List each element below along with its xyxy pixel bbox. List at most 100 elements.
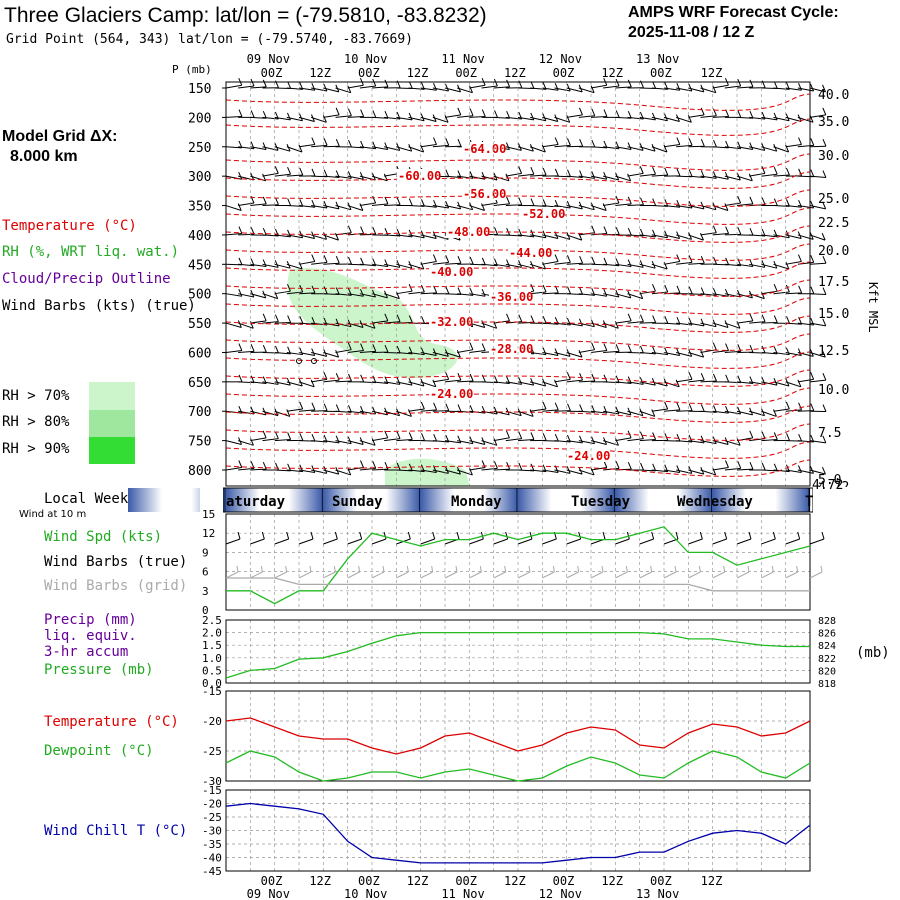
wind-spd-label: Wind Spd (kts) — [44, 529, 163, 545]
wind-barb — [651, 351, 668, 356]
wind-barb-flag — [274, 260, 279, 268]
wind-barb-grid — [590, 571, 604, 579]
wind-barb — [566, 114, 583, 118]
wind-barb — [505, 204, 522, 207]
wind-barb — [481, 175, 498, 181]
wind-barb-flag — [591, 436, 595, 444]
wind-barb — [663, 234, 680, 240]
wind-barb — [432, 144, 449, 148]
height-kft-label: 35.0 — [818, 115, 849, 130]
wind-barb-flag — [287, 463, 292, 472]
wind-barb — [809, 145, 827, 148]
wind-barb — [603, 202, 620, 207]
wind-barb — [384, 293, 400, 300]
wind-barb-flag — [822, 372, 827, 381]
wind-barb — [517, 234, 534, 238]
weekday-label: T — [805, 494, 813, 510]
time-tick-bottom: 00Z — [261, 874, 283, 888]
wind-barb — [286, 469, 303, 473]
wind-barb-flag — [262, 79, 267, 88]
time-tick-top: 12Z — [504, 66, 526, 80]
wind-barb-flag — [566, 466, 571, 474]
wind-barb — [773, 146, 789, 153]
wind-barb — [590, 350, 607, 353]
height-kft-label: 20.0 — [818, 244, 849, 259]
wind-barb-true — [456, 531, 460, 540]
wind-barb — [408, 381, 425, 387]
wind-barb-flag — [603, 109, 608, 117]
wind-barb-true — [250, 538, 265, 545]
wind-barb — [639, 469, 656, 472]
wind-barb — [420, 144, 437, 148]
wind-barb-flag — [262, 430, 267, 439]
wind-barb — [469, 116, 486, 118]
wind-barb-flag — [822, 318, 827, 327]
wind-barb — [505, 172, 522, 177]
wind-barb-flag — [518, 314, 523, 322]
wind-barb — [457, 87, 473, 94]
wind-barb — [250, 410, 267, 416]
wind-barb-flag — [445, 255, 450, 263]
wind-barb-flag — [785, 113, 790, 121]
wind-barb-flag — [591, 139, 596, 148]
wind-barb — [493, 263, 510, 268]
wind-barb-flag — [614, 321, 619, 329]
wind-barb — [615, 175, 631, 182]
wind-barb — [590, 84, 607, 89]
wind-barb-grid — [723, 565, 726, 573]
wind-barb — [688, 175, 705, 179]
wind-barb-flag — [688, 169, 693, 177]
wind-barb — [384, 146, 400, 151]
wind-barb-flag — [287, 198, 292, 206]
wind-barb — [761, 439, 778, 442]
wind-barb — [663, 116, 680, 123]
wind-barb — [274, 351, 291, 355]
wind-barb-flag — [311, 254, 316, 262]
wind-barb-flag — [506, 313, 510, 322]
wind-barb — [384, 381, 401, 385]
wind-barb — [688, 379, 705, 383]
wind-barb — [761, 263, 777, 269]
wind-barb-flag — [493, 438, 498, 446]
wind-barb — [590, 146, 607, 149]
wind-barb — [469, 84, 486, 89]
wind-barb — [323, 262, 340, 265]
wind-barb-flag — [323, 403, 328, 411]
wind-barb — [225, 146, 242, 149]
wind-barb-flag — [298, 261, 303, 270]
wind-barb-true — [371, 538, 387, 545]
pressure-tick-label: 300 — [188, 170, 211, 185]
wind-barb-flag — [651, 409, 656, 417]
wind-barb-flag — [724, 172, 729, 180]
wind-barb-flag — [481, 109, 486, 117]
wind-barb — [311, 261, 328, 265]
wind-barb-flag — [311, 465, 316, 473]
wind-barb — [663, 351, 680, 357]
wind-barb — [809, 262, 826, 265]
weekday-band — [712, 488, 810, 512]
wind-barb — [225, 440, 242, 445]
wind-barb — [262, 234, 279, 237]
wind-barb-flag — [566, 255, 571, 263]
wind-barb — [347, 146, 364, 149]
wind-barb — [590, 233, 607, 236]
wind-barb-flag — [530, 315, 535, 323]
wind-barb-flag — [237, 203, 242, 211]
wind-barb-flag — [372, 195, 377, 204]
wind-barb-flag — [396, 462, 401, 471]
wind-frame — [225, 513, 811, 611]
wind-barb-flag — [468, 467, 473, 476]
wind-barb-flag — [736, 321, 741, 329]
wind-barb-flag — [579, 255, 584, 264]
wind-barb — [688, 87, 704, 93]
wind-barb — [530, 351, 547, 356]
temperature-label-bg — [397, 169, 439, 182]
wind-barb-flag — [445, 286, 450, 294]
wind-barb-flag — [250, 344, 255, 352]
wind-barb-flag — [603, 172, 608, 180]
wind-barb — [627, 172, 644, 177]
height-kft-label: 25.0 — [818, 192, 849, 207]
wind-barb-flag — [384, 196, 389, 205]
wind-barb-flag — [238, 288, 243, 297]
wind-barb — [566, 175, 583, 179]
